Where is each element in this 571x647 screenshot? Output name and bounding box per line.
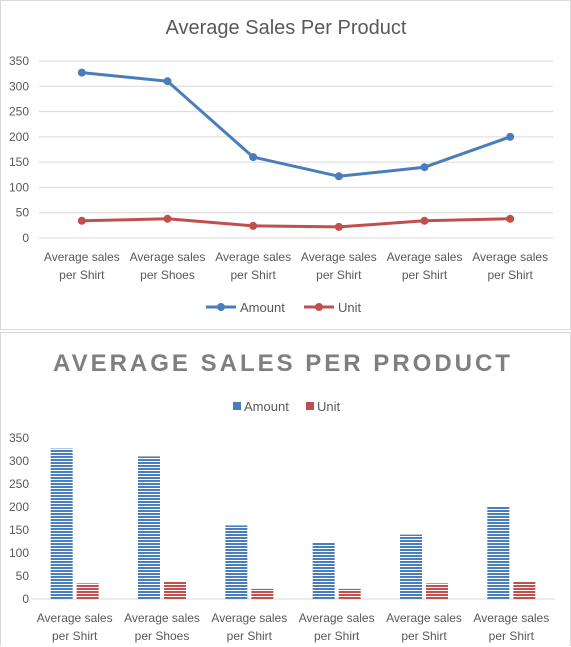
x-tick-label: Average sales per Shirt: [299, 611, 375, 643]
data-point-amount: [334, 172, 343, 181]
y-tick-label: 200: [9, 500, 29, 514]
bar-unit: [338, 588, 361, 599]
data-point-amount: [163, 77, 172, 86]
x-tick-label: Average sales per Shirt: [473, 611, 549, 643]
y-tick-label: 300: [9, 79, 29, 93]
y-tick-label: 300: [9, 454, 29, 468]
line-chart: Average Sales Per Product 0 50 100 150 200 250…: [9, 17, 553, 315]
legend-label: Amount: [240, 300, 285, 315]
y-tick-label: 100: [9, 546, 29, 560]
legend-item-unit: Unit: [306, 399, 341, 414]
y-tick-label: 100: [9, 180, 29, 194]
x-tick-label: Average sales per Shirt: [472, 250, 548, 282]
data-point-unit: [163, 214, 172, 223]
y-tick-label: 50: [16, 206, 30, 220]
legend-item-amount: Amount: [206, 300, 285, 315]
y-tick-label: 250: [9, 105, 29, 119]
x-tick-label: Average sales per Shirt: [386, 611, 462, 643]
chart-title: Average Sales Per Product: [166, 17, 407, 39]
x-tick-label: Average sales per Shirt: [387, 250, 463, 282]
data-point-unit: [334, 222, 343, 231]
y-tick-label: 150: [9, 523, 29, 537]
legend-label: Unit: [317, 399, 341, 414]
y-tick-label: 50: [16, 569, 30, 583]
legend-item-amount: Amount: [233, 399, 289, 414]
bar-amount: [50, 448, 73, 599]
data-point-amount: [249, 153, 258, 162]
bar-chart-panel[interactable]: AVERAGE SALES PER PRODUCT Amount Unit 0 50 10…: [0, 332, 571, 646]
legend-swatch-marker: [217, 303, 225, 311]
x-tick-label: Average sales per Shirt: [215, 250, 291, 282]
legend-label: Amount: [244, 399, 289, 414]
bar-unit: [513, 581, 536, 599]
data-point-unit: [506, 214, 515, 223]
x-tick-label: Average sales per Shirt: [44, 250, 120, 282]
x-tick-label: Average sales per Shirt: [37, 611, 113, 643]
y-tick-label: 350: [9, 54, 29, 68]
y-tick-label: 200: [9, 130, 29, 144]
bar-amount: [312, 542, 335, 599]
data-point-unit: [249, 221, 258, 230]
line-chart-panel[interactable]: Average Sales Per Product 0 50 100 150 200 250…: [0, 0, 571, 330]
data-point-unit: [77, 216, 86, 225]
y-tick-label: 150: [9, 155, 29, 169]
data-point-unit: [420, 216, 429, 225]
bar-amount: [400, 534, 422, 599]
legend-swatch: [233, 402, 241, 410]
x-tick-label: Average sales per Shirt: [301, 250, 377, 282]
data-point-amount: [77, 68, 86, 77]
series-line-amount: [81, 71, 511, 178]
legend-swatch-marker: [315, 303, 323, 311]
bar-unit: [164, 581, 186, 599]
y-tick-label: 0: [22, 592, 29, 606]
bar-chart: AVERAGE SALES PER PRODUCT Amount Unit 0 50 10…: [9, 350, 555, 643]
bar-amount: [225, 525, 248, 599]
series-line-unit: [81, 217, 511, 229]
x-tick-label: Average sales per Shoes: [130, 250, 206, 282]
data-point-amount: [420, 163, 429, 172]
legend-label: Unit: [338, 300, 362, 315]
bar-amount: [487, 507, 510, 599]
legend-swatch: [306, 402, 314, 410]
x-tick-label: Average sales per Shoes: [124, 611, 200, 643]
y-tick-label: 350: [9, 431, 29, 445]
bar-unit: [426, 583, 448, 599]
legend-item-unit: Unit: [304, 300, 362, 315]
y-tick-label: 0: [22, 231, 29, 245]
y-tick-label: 250: [9, 477, 29, 491]
bar-amount: [138, 456, 160, 599]
data-point-amount: [506, 132, 515, 141]
bar-unit: [251, 588, 274, 599]
x-tick-label: Average sales per Shirt: [211, 611, 287, 643]
chart-title: AVERAGE SALES PER PRODUCT: [53, 350, 513, 377]
bar-unit: [76, 583, 99, 599]
